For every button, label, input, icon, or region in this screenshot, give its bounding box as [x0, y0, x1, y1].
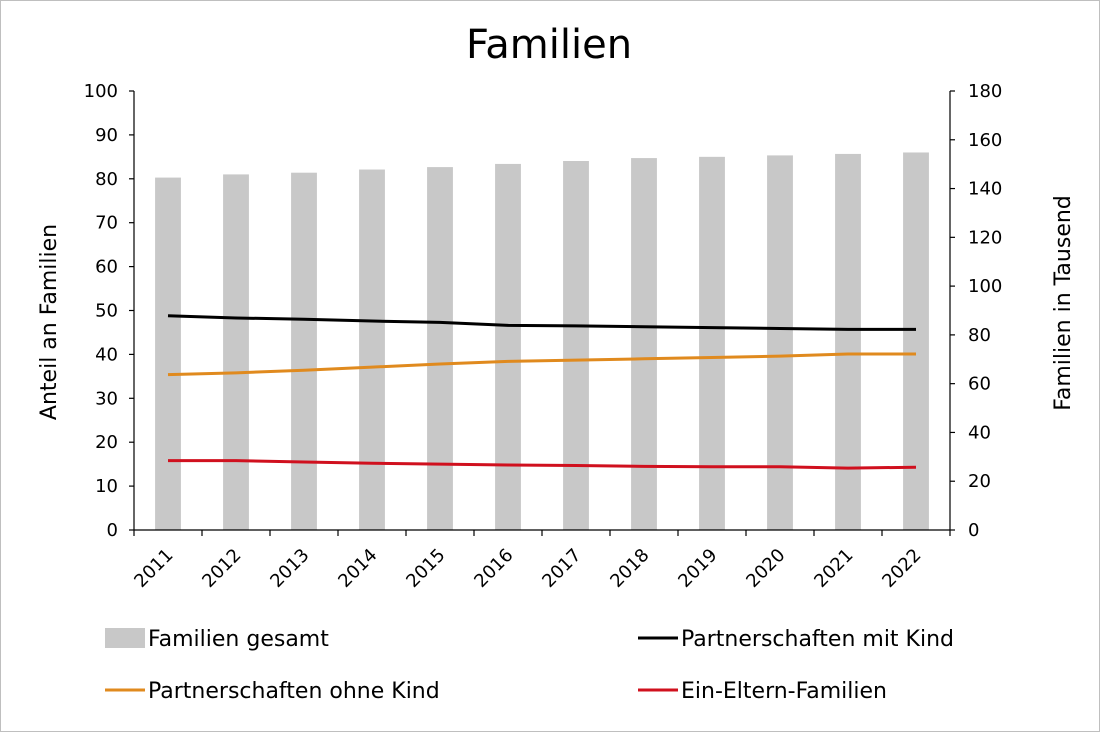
left-tick-label: 20	[95, 432, 118, 453]
left-tick-label: 50	[95, 301, 118, 322]
legend-label: Partnerschaften ohne Kind	[148, 679, 440, 704]
x-tick-label: 2022	[878, 545, 925, 592]
right-axis-label: Familien in Tausend	[1051, 195, 1076, 411]
bar-2013	[291, 172, 317, 531]
right-tick-label: 60	[968, 374, 991, 395]
bar-2022	[903, 152, 929, 530]
left-tick-label: 10	[95, 476, 118, 497]
left-axis-ticks: 0 10 20 30 40 50 60 70 80 90 100	[84, 81, 134, 541]
right-tick-label: 120	[968, 227, 1002, 248]
bar-2018	[631, 158, 657, 530]
x-tick-label: 2021	[810, 545, 857, 592]
legend-label: Ein-Eltern-Familien	[681, 679, 887, 704]
x-tick-label: 2012	[198, 545, 245, 592]
bar-2012	[223, 174, 249, 530]
left-tick-label: 60	[95, 257, 118, 278]
x-tick-label: 2014	[334, 545, 381, 592]
line-series-1	[167, 314, 916, 331]
left-tick-label: 30	[95, 388, 118, 409]
left-tick-label: 40	[95, 344, 118, 365]
bar-2011	[155, 177, 181, 530]
legend-swatch-bar	[105, 628, 145, 648]
right-tick-label: 160	[968, 130, 1002, 151]
right-tick-label: 140	[968, 179, 1002, 200]
x-tick-label: 2020	[742, 545, 789, 592]
x-tick-label: 2017	[538, 545, 585, 592]
bar-2020	[767, 155, 793, 531]
left-axis-label: Anteil an Familien	[37, 224, 62, 420]
left-tick-label: 100	[84, 81, 118, 102]
right-axis-ticks: 0 20 40 60 80 100 120 140 160 180	[950, 81, 1002, 541]
bar-2014	[359, 169, 385, 530]
right-tick-label: 180	[968, 81, 1002, 102]
x-tick-label: 2015	[402, 545, 449, 592]
right-tick-label: 80	[968, 325, 991, 346]
bar-2019	[699, 156, 725, 530]
x-tick-label: 2019	[674, 545, 721, 592]
bar-2015	[427, 167, 453, 531]
line-series-2	[167, 352, 916, 377]
x-tick-label: 2016	[470, 545, 517, 592]
bar-series-group	[155, 152, 929, 531]
legend-label: Familien gesamt	[148, 627, 329, 652]
x-axis-ticks: 2011 2012 2013 2014 2015 2016 2017 2018 2019 2020…	[130, 530, 951, 592]
legend: Familien gesamt Partnerschaften mit Kind P…	[105, 627, 954, 704]
line-series-3	[168, 459, 917, 470]
left-tick-label: 0	[107, 520, 118, 541]
x-tick-label: 2018	[606, 545, 653, 592]
right-tick-label: 0	[968, 520, 979, 541]
left-tick-label: 70	[95, 213, 118, 234]
chart-title: Familien	[466, 22, 632, 68]
left-tick-label: 80	[95, 169, 118, 190]
right-tick-label: 40	[968, 422, 991, 443]
bar-2021	[835, 153, 861, 530]
left-tick-label: 90	[95, 125, 118, 146]
bar-2016	[495, 163, 521, 530]
x-tick-label: 2011	[130, 545, 177, 592]
line-series-group	[167, 314, 917, 470]
x-tick-label: 2013	[266, 545, 313, 592]
bar-2017	[563, 160, 589, 531]
legend-label: Partnerschaften mit Kind	[681, 627, 954, 652]
right-tick-label: 20	[968, 471, 991, 492]
right-tick-label: 100	[968, 276, 1002, 297]
